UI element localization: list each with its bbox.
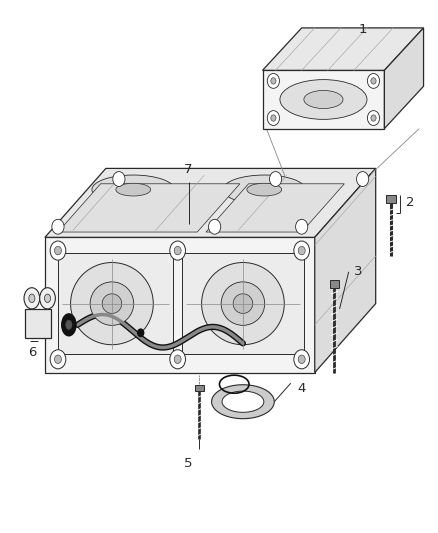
Circle shape bbox=[294, 241, 310, 260]
Circle shape bbox=[50, 241, 66, 260]
Ellipse shape bbox=[92, 175, 175, 204]
Polygon shape bbox=[212, 385, 274, 419]
Circle shape bbox=[367, 74, 380, 88]
Ellipse shape bbox=[61, 313, 77, 336]
Circle shape bbox=[174, 246, 181, 255]
Text: 2: 2 bbox=[406, 196, 415, 209]
Polygon shape bbox=[182, 253, 304, 354]
Circle shape bbox=[267, 74, 279, 88]
Ellipse shape bbox=[221, 282, 265, 325]
Ellipse shape bbox=[116, 183, 151, 196]
Circle shape bbox=[367, 111, 380, 125]
Ellipse shape bbox=[24, 288, 40, 309]
Polygon shape bbox=[58, 253, 173, 354]
Text: 1: 1 bbox=[358, 22, 367, 36]
Circle shape bbox=[54, 355, 61, 364]
Polygon shape bbox=[315, 168, 376, 373]
Ellipse shape bbox=[40, 288, 55, 309]
Circle shape bbox=[271, 78, 276, 84]
Polygon shape bbox=[45, 168, 376, 237]
Polygon shape bbox=[262, 28, 424, 70]
Text: 3: 3 bbox=[354, 265, 362, 278]
Ellipse shape bbox=[223, 175, 306, 204]
Circle shape bbox=[52, 219, 64, 234]
Polygon shape bbox=[45, 237, 315, 373]
Circle shape bbox=[267, 111, 279, 125]
Circle shape bbox=[298, 355, 305, 364]
Ellipse shape bbox=[71, 263, 153, 345]
Circle shape bbox=[294, 350, 310, 369]
Circle shape bbox=[357, 172, 369, 187]
Ellipse shape bbox=[280, 79, 367, 119]
Circle shape bbox=[371, 115, 376, 121]
Polygon shape bbox=[222, 391, 264, 413]
Circle shape bbox=[208, 219, 221, 234]
Ellipse shape bbox=[90, 282, 134, 325]
Text: 4: 4 bbox=[297, 382, 306, 395]
Circle shape bbox=[50, 350, 66, 369]
Ellipse shape bbox=[29, 294, 35, 303]
Circle shape bbox=[138, 329, 144, 336]
Ellipse shape bbox=[102, 294, 122, 313]
Ellipse shape bbox=[45, 294, 50, 303]
Circle shape bbox=[371, 78, 376, 84]
Circle shape bbox=[170, 241, 185, 260]
Polygon shape bbox=[329, 280, 339, 288]
Ellipse shape bbox=[66, 320, 72, 329]
Text: 5: 5 bbox=[184, 457, 193, 471]
Polygon shape bbox=[386, 195, 396, 203]
Circle shape bbox=[269, 172, 282, 187]
Text: 7: 7 bbox=[184, 163, 193, 176]
Circle shape bbox=[54, 246, 61, 255]
Polygon shape bbox=[194, 385, 204, 391]
Circle shape bbox=[174, 355, 181, 364]
Polygon shape bbox=[262, 70, 385, 128]
Circle shape bbox=[298, 246, 305, 255]
Ellipse shape bbox=[201, 263, 284, 345]
Circle shape bbox=[271, 115, 276, 121]
Circle shape bbox=[113, 172, 125, 187]
Ellipse shape bbox=[304, 91, 343, 109]
Circle shape bbox=[296, 219, 308, 234]
Circle shape bbox=[170, 350, 185, 369]
Polygon shape bbox=[385, 28, 424, 128]
Polygon shape bbox=[25, 309, 51, 338]
Text: 6: 6 bbox=[28, 346, 36, 359]
Polygon shape bbox=[206, 184, 344, 232]
Ellipse shape bbox=[247, 183, 282, 196]
Polygon shape bbox=[58, 184, 240, 232]
Ellipse shape bbox=[233, 294, 253, 313]
